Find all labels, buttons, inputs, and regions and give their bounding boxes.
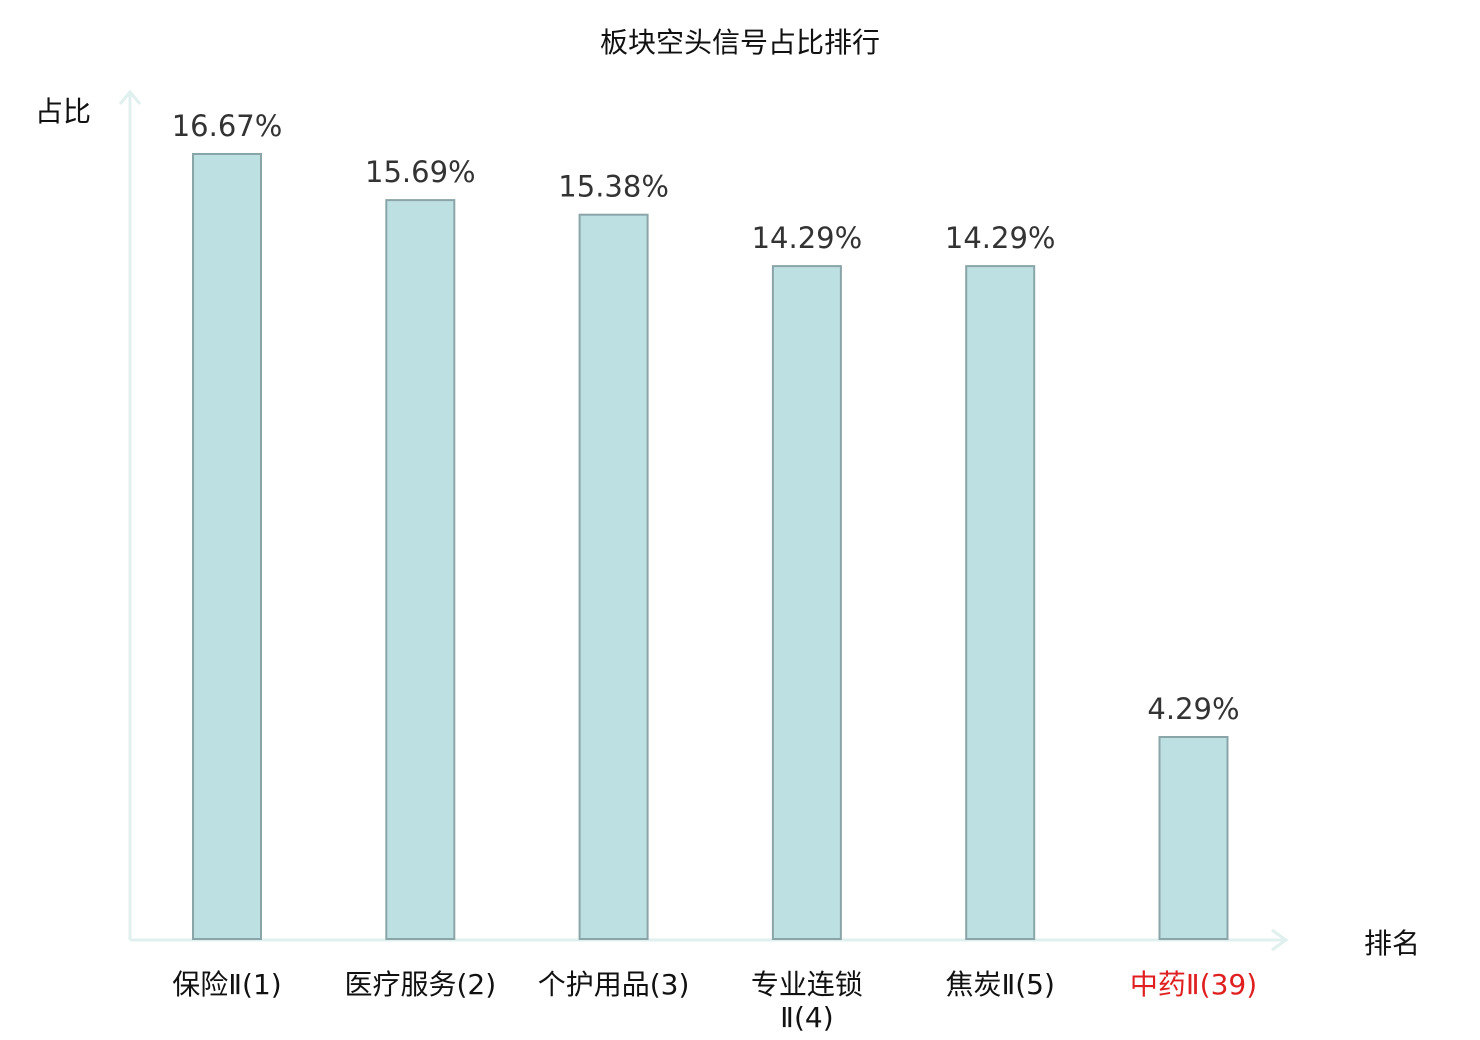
value-labels-group: 16.67% 15.69% 15.38% 14.29% 14.29% 4.29% bbox=[172, 109, 1240, 726]
x-tick-label: 医疗服务(2) bbox=[344, 968, 496, 1001]
bar bbox=[578, 213, 649, 940]
bar bbox=[965, 265, 1036, 941]
axes bbox=[118, 89, 1289, 952]
bar bbox=[192, 153, 262, 940]
bar-value-label: 14.29% bbox=[752, 221, 863, 255]
bar-value-label: 4.29% bbox=[1147, 692, 1239, 726]
bar bbox=[385, 199, 456, 941]
x-tick-labels-group: 保险Ⅱ(1) 医疗服务(2) 个护用品(3) 专业连锁 Ⅱ(4) 焦炭Ⅱ(5) 中药Ⅱ(39… bbox=[172, 968, 1257, 1034]
bar-value-label: 15.69% bbox=[365, 155, 476, 189]
chart-title: 板块空头信号占比排行 bbox=[600, 26, 880, 59]
bars-group bbox=[192, 153, 1229, 941]
x-tick-label: 个护用品(3) bbox=[538, 968, 690, 1001]
bar-value-label: 14.29% bbox=[945, 221, 1056, 255]
x-tick-label: 保险Ⅱ(1) bbox=[172, 968, 281, 1001]
y-axis-arrow bbox=[118, 89, 142, 105]
bar bbox=[1158, 736, 1229, 940]
bar-value-label: 15.38% bbox=[558, 170, 669, 204]
bar bbox=[771, 265, 842, 941]
x-tick-label: 专业连锁 Ⅱ(4) bbox=[751, 968, 863, 1034]
x-axis-arrow bbox=[1271, 928, 1289, 952]
bar-value-label: 16.67% bbox=[172, 109, 283, 143]
x-axis-label: 排名 bbox=[1364, 927, 1420, 960]
x-tick-label: 焦炭Ⅱ(5) bbox=[945, 968, 1054, 1001]
x-tick-label: 中药Ⅱ(39) bbox=[1130, 968, 1257, 1001]
y-axis-label: 占比 bbox=[35, 95, 91, 128]
